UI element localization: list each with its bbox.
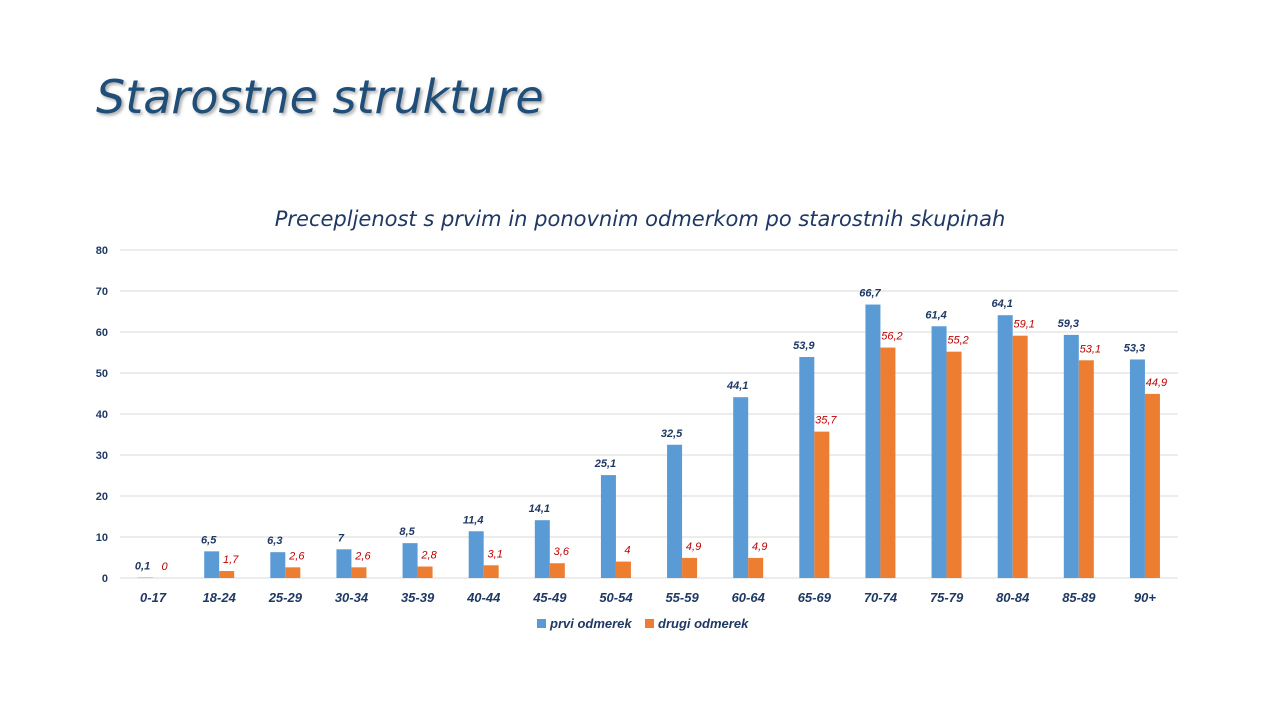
bar-prvi-odmerek [1129, 359, 1145, 578]
bar-prvi-odmerek [799, 357, 815, 578]
data-labels: 0,1 0 6,5 1,7 6,3 2,6 7 2,6 8,5 2,8 11,4 3,1 14,1 3,6… [135, 288, 1167, 573]
y-tick-label: 30 [96, 450, 108, 462]
x-tick-label: 45-49 [532, 590, 567, 605]
data-label-drugi: 44,9 [1146, 377, 1167, 389]
data-label-drugi: 1,7 [223, 554, 239, 566]
bar-drugi-odmerek [351, 567, 367, 578]
x-tick-label: 0-17 [140, 590, 167, 605]
data-label-prvi: 6,3 [267, 535, 282, 547]
data-label-drugi: 2,6 [288, 550, 305, 562]
bar-prvi-odmerek [931, 326, 947, 578]
bar-drugi-odmerek [417, 566, 433, 578]
data-label-prvi: 14,1 [529, 503, 550, 515]
y-tick-label: 40 [96, 409, 108, 421]
bar-drugi-odmerek [814, 431, 830, 578]
bar-prvi-odmerek [468, 531, 484, 578]
bar-drugi-odmerek [483, 565, 499, 578]
data-label-prvi: 25,1 [594, 458, 616, 470]
data-label-drugi: 4 [624, 545, 630, 557]
bar-drugi-odmerek [748, 557, 764, 578]
bar-prvi-odmerek [534, 520, 550, 578]
x-tick-label: 30-34 [335, 590, 369, 605]
data-label-prvi: 53,9 [793, 340, 815, 352]
x-tick-label: 18-24 [203, 590, 237, 605]
legend-swatch-prvi [537, 619, 546, 628]
x-axis-ticks: 0-17 18-24 25-29 30-34 35-39 40-44 45-49 50-54 5… [140, 590, 1156, 605]
data-label-drugi: 53,1 [1080, 343, 1101, 355]
bar-drugi-odmerek [219, 571, 235, 578]
chart-title: Precepljenost s prvim in ponovnim odmerk… [275, 207, 1006, 231]
data-label-drugi: 2,6 [354, 550, 371, 562]
bar-drugi-odmerek [615, 561, 631, 578]
bar-drugi-odmerek [549, 563, 565, 578]
x-tick-label: 75-79 [930, 590, 964, 605]
x-tick-label: 55-59 [665, 590, 699, 605]
y-tick-label: 70 [96, 286, 108, 298]
data-label-drugi: 35,7 [815, 415, 837, 427]
y-tick-label: 60 [96, 327, 108, 339]
data-label-prvi: 32,5 [661, 428, 683, 440]
bars [138, 304, 1160, 578]
x-tick-label: 50-54 [599, 590, 633, 605]
bar-drugi-odmerek [880, 347, 896, 578]
bar-prvi-odmerek [204, 551, 220, 578]
bar-drugi-odmerek [285, 567, 301, 578]
data-label-drugi: 55,2 [947, 335, 968, 347]
data-label-prvi: 6,5 [201, 534, 217, 546]
bar-prvi-odmerek [865, 304, 881, 578]
data-label-drugi: 0 [162, 561, 169, 573]
bar-prvi-odmerek [270, 552, 286, 578]
x-tick-label: 35-39 [401, 590, 435, 605]
data-label-prvi: 66,7 [859, 288, 881, 300]
x-tick-label: 80-84 [996, 590, 1030, 605]
data-label-prvi: 11,4 [463, 514, 484, 526]
data-label-prvi: 7 [338, 532, 345, 544]
slide-title: Starostne strukture [96, 70, 544, 124]
y-tick-label: 20 [96, 491, 108, 503]
x-tick-label: 65-69 [798, 590, 832, 605]
data-label-prvi: 59,3 [1058, 318, 1079, 330]
bar-prvi-odmerek [1063, 334, 1079, 578]
bar-prvi-odmerek [336, 549, 352, 578]
x-tick-label: 85-89 [1062, 590, 1096, 605]
y-tick-label: 50 [96, 368, 108, 380]
bar-prvi-odmerek [402, 543, 418, 578]
x-tick-label: 60-64 [732, 590, 766, 605]
data-label-prvi: 0,1 [135, 561, 150, 573]
bar-prvi-odmerek [733, 397, 749, 578]
y-tick-label: 80 [96, 245, 108, 257]
bar-prvi-odmerek [997, 315, 1013, 578]
data-label-drugi: 59,1 [1013, 319, 1034, 331]
bar-prvi-odmerek [667, 444, 683, 578]
data-label-drugi: 3,6 [554, 546, 570, 558]
y-axis-ticks: 0 10 20 30 40 50 60 70 80 [96, 245, 108, 585]
bar-drugi-odmerek [1012, 335, 1028, 578]
data-label-drugi: 2,8 [420, 550, 437, 562]
legend-label-drugi: drugi odmerek [658, 616, 749, 631]
y-tick-label: 10 [96, 532, 108, 544]
x-tick-label: 40-44 [466, 590, 501, 605]
bar-drugi-odmerek [1144, 393, 1160, 578]
bar-drugi-odmerek [682, 557, 698, 578]
data-label-drugi: 56,2 [881, 331, 902, 343]
data-label-prvi: 44,1 [726, 380, 748, 392]
bar-drugi-odmerek [946, 351, 962, 578]
legend-label-prvi: prvi odmerek [549, 616, 632, 631]
bar-prvi-odmerek [600, 475, 616, 578]
x-tick-label: 70-74 [864, 590, 898, 605]
legend-swatch-drugi [645, 619, 654, 628]
data-label-prvi: 64,1 [991, 298, 1012, 310]
data-label-prvi: 61,4 [925, 309, 946, 321]
data-label-prvi: 53,3 [1124, 342, 1145, 354]
data-label-drugi: 4,9 [686, 541, 701, 553]
y-tick-label: 0 [102, 573, 108, 585]
data-label-prvi: 8,5 [399, 526, 415, 538]
data-label-drugi: 4,9 [752, 541, 767, 553]
legend: prvi odmerek drugi odmerek [537, 616, 749, 631]
x-tick-label: 25-29 [268, 590, 303, 605]
bar-drugi-odmerek [1078, 360, 1094, 578]
data-label-drugi: 3,1 [488, 548, 503, 560]
x-tick-label: 90+ [1134, 590, 1156, 605]
